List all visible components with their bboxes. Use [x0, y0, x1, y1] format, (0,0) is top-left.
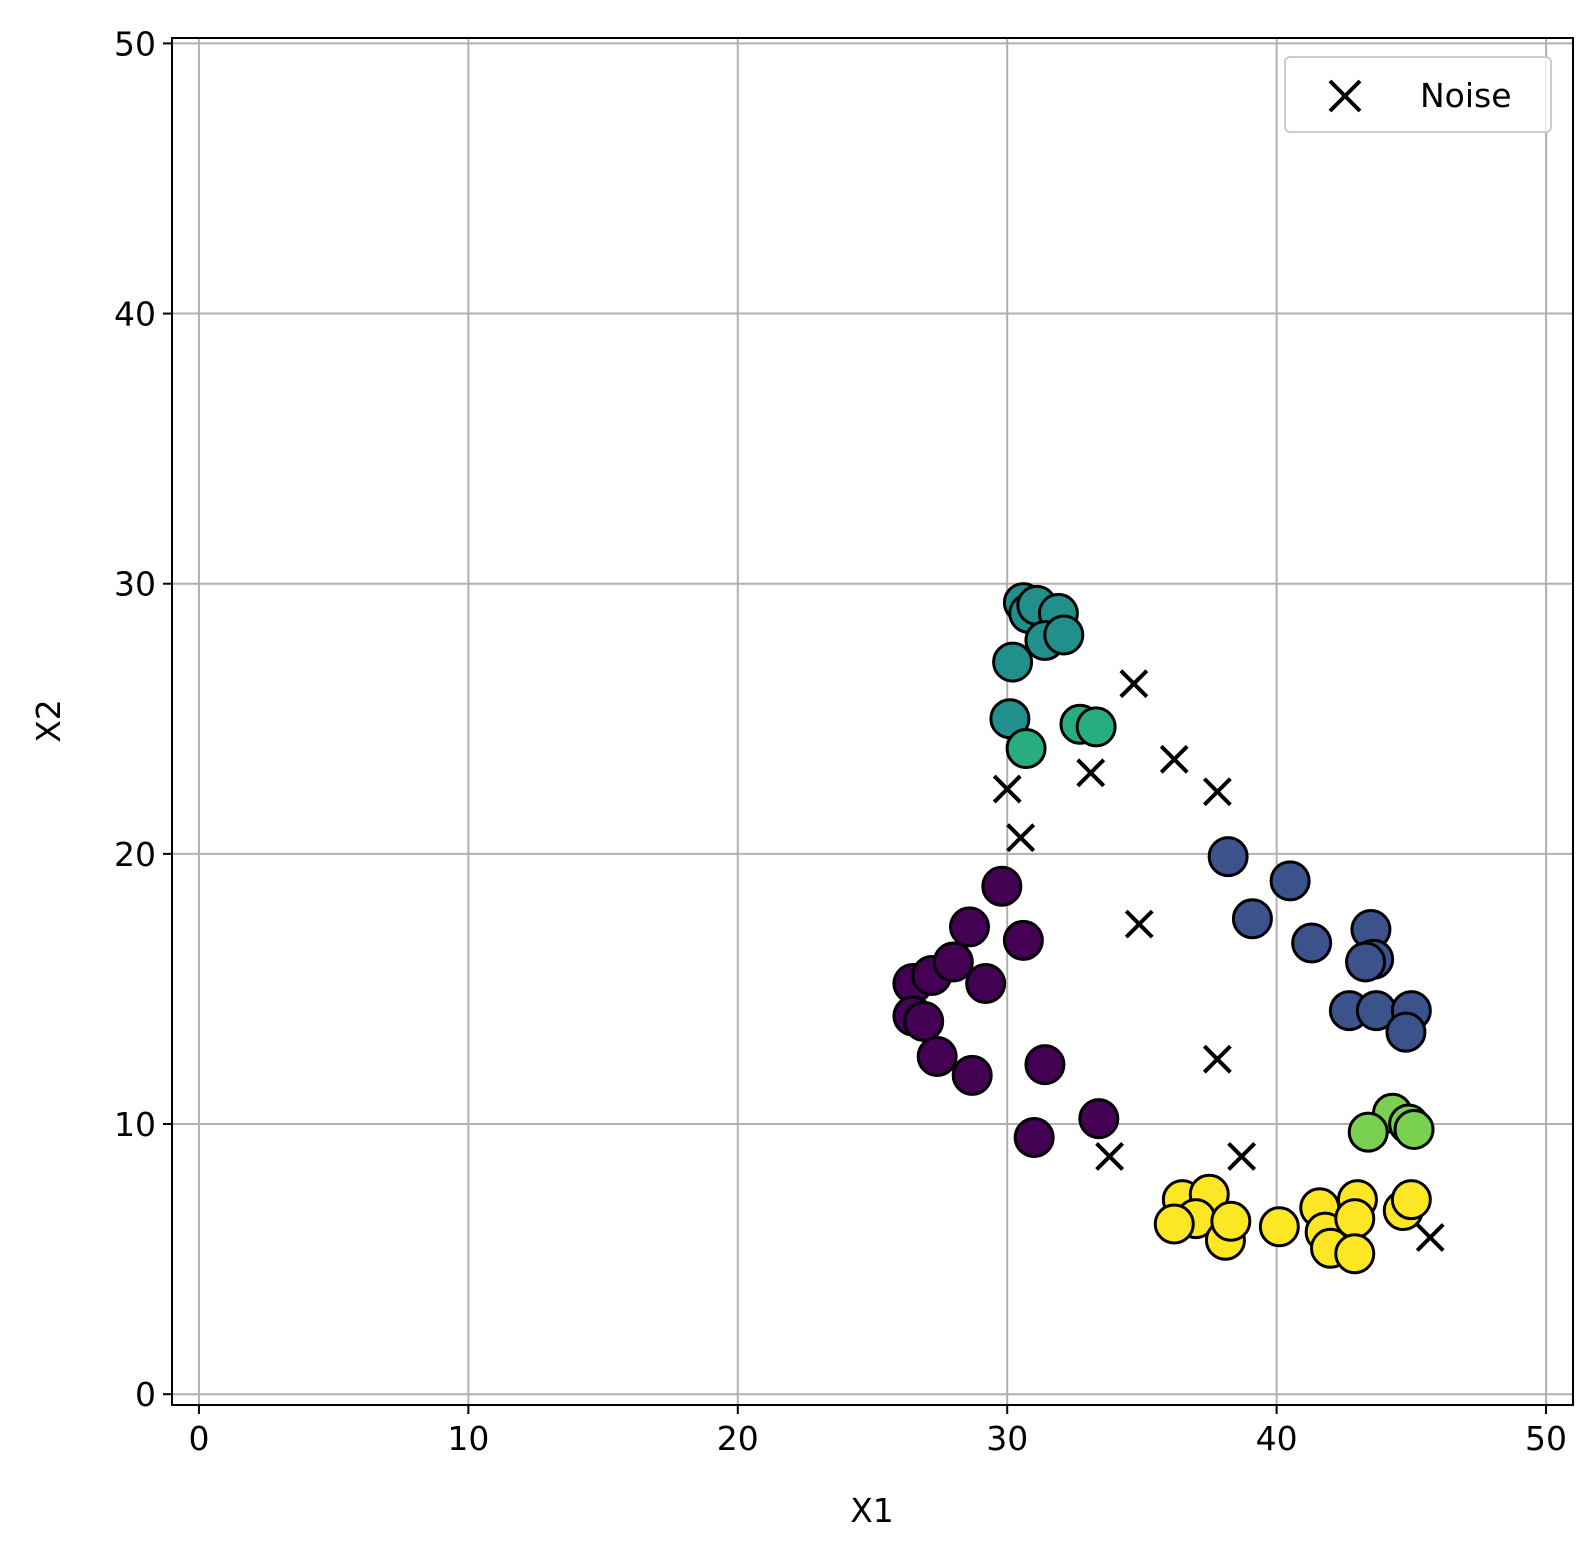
- y-tick-label: 20: [114, 835, 156, 874]
- noise-point-stroke: [1124, 909, 1154, 939]
- cluster-point: [1024, 1044, 1066, 1086]
- cluster-point: [1043, 614, 1085, 656]
- cluster-point: [1390, 1179, 1432, 1221]
- noise-point-stroke: [1119, 669, 1149, 699]
- noise-point-stroke: [1095, 1142, 1125, 1171]
- noise-point: [1119, 669, 1149, 699]
- y-tick-label: 0: [135, 1375, 156, 1414]
- noise-point-stroke: [1227, 1142, 1257, 1171]
- cluster-point: [1334, 1233, 1376, 1275]
- noise-point-stroke: [992, 774, 1022, 804]
- cluster-point: [1231, 898, 1273, 940]
- legend: Noise: [1284, 56, 1552, 133]
- legend-frame: [1284, 56, 1552, 133]
- x-tick-label: 40: [1256, 1419, 1298, 1458]
- cluster-point: [948, 906, 990, 948]
- cluster-point: [1258, 1206, 1300, 1248]
- noise-point-stroke: [1202, 777, 1232, 807]
- legend-noise-marker: [1328, 79, 1362, 113]
- cluster-point: [951, 1054, 993, 1096]
- noise-point: [1124, 909, 1154, 939]
- cluster-point: [932, 941, 974, 983]
- data-points: [892, 582, 1445, 1275]
- cluster-point: [1345, 941, 1387, 983]
- y-tick-label: 40: [114, 295, 156, 334]
- cluster-point: [965, 963, 1007, 1005]
- noise-point-stroke: [1076, 758, 1106, 788]
- noise-point: [1076, 758, 1106, 788]
- noise-point-stroke: [1159, 744, 1189, 774]
- noise-point: [1006, 823, 1036, 853]
- cluster-point: [1005, 728, 1047, 770]
- cluster-point: [1002, 919, 1044, 961]
- cluster-point: [1393, 1108, 1435, 1150]
- noise-point: [1159, 744, 1189, 774]
- cluster-point: [992, 641, 1034, 683]
- x-tick-label: 50: [1525, 1419, 1567, 1458]
- noise-point-stroke: [1415, 1223, 1445, 1252]
- plot-frame: [171, 37, 1574, 1406]
- cluster-point: [1207, 836, 1249, 878]
- y-tick-label: 50: [114, 24, 156, 63]
- cluster-point: [1210, 1200, 1252, 1242]
- cluster-point: [1078, 1098, 1120, 1140]
- cluster-point: [903, 1000, 945, 1042]
- noise-point: [1227, 1142, 1257, 1171]
- cluster-point: [1334, 1198, 1376, 1240]
- y-tick-label: 30: [114, 565, 156, 604]
- plot-area: [172, 38, 1573, 1405]
- cluster-point: [1013, 1117, 1055, 1159]
- cluster-point: [981, 865, 1023, 907]
- cluster-point: [1385, 1011, 1427, 1053]
- noise-point-stroke: [1006, 823, 1036, 853]
- x-tick-label: 10: [447, 1419, 489, 1458]
- cluster-point: [1153, 1203, 1195, 1245]
- noise-point: [1095, 1142, 1125, 1171]
- x-tick-label: 20: [717, 1419, 759, 1458]
- noise-point: [1415, 1223, 1445, 1252]
- noise-point-stroke: [1202, 1044, 1232, 1074]
- cluster-point: [1347, 1111, 1389, 1153]
- cluster-point: [916, 1035, 958, 1077]
- x-tick-label: 30: [986, 1419, 1028, 1458]
- cluster-point: [1291, 922, 1333, 964]
- legend-noise-label: Noise: [1420, 76, 1512, 115]
- noise-point: [1202, 777, 1232, 807]
- noise-point: [992, 774, 1022, 804]
- grid: [172, 38, 1573, 1405]
- noise-point: [1202, 1044, 1232, 1074]
- x-axis-label: X1: [850, 1491, 894, 1530]
- x-tick-label: 0: [188, 1419, 209, 1458]
- y-axis-label: X2: [29, 699, 68, 743]
- cluster-point: [1075, 706, 1117, 748]
- cluster-point: [1269, 860, 1311, 902]
- y-tick-label: 10: [114, 1105, 156, 1144]
- axes: 0 10 20 30 40 50 0 10 20 30 40 50: [114, 24, 1567, 1458]
